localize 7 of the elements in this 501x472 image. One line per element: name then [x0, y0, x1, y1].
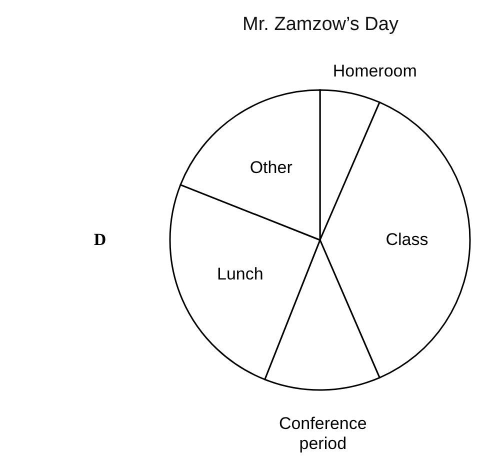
slice-label: Conference period — [278, 414, 367, 453]
slice-label: Other — [250, 158, 293, 178]
slice-label: Class — [386, 230, 428, 249]
slice-label: Homeroom — [332, 62, 417, 81]
text: D — [94, 230, 106, 249]
chart-title: Mr. Zamzow’s Day — [242, 14, 399, 35]
slice-label: Lunch — [216, 264, 264, 284]
